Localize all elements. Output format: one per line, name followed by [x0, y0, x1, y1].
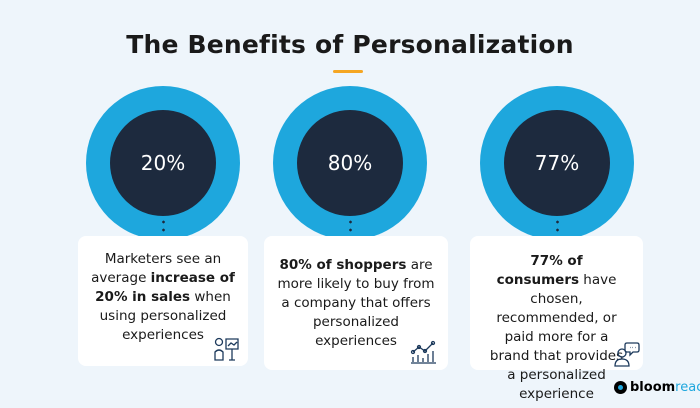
- card-text: have chosen, recommended, or paid more f…: [489, 272, 624, 402]
- title-underline: [333, 70, 363, 73]
- logo-text-accent: reach: [675, 380, 700, 395]
- card-text: are more likely to buy from a company th…: [277, 257, 435, 349]
- user-chat-icon: [614, 342, 640, 367]
- card-highlight: increase of 20% in sales: [95, 270, 235, 305]
- logo-mark: [614, 381, 627, 394]
- connector-dots: [556, 210, 559, 234]
- logo-text: bloom: [630, 380, 676, 395]
- stat-value: 77%: [504, 110, 610, 216]
- growth-chart-icon: [410, 340, 436, 364]
- stat-value: 80%: [297, 110, 403, 216]
- stat-card-1: Marketers see an average increase of 20%…: [78, 236, 248, 366]
- page-title: The Benefits of Personalization: [126, 30, 574, 59]
- bloomreach-logo: bloomreach: [614, 380, 700, 395]
- card-text: when using personalized experiences: [99, 289, 231, 343]
- stat-value: 20%: [110, 110, 216, 216]
- stat-card-3: 77% of consumers have chosen, recommende…: [470, 236, 643, 402]
- presenter-chart-icon: [214, 337, 239, 361]
- connector-dots: [162, 210, 165, 234]
- connector-dots: [349, 210, 352, 234]
- stat-circle-2: 80%: [273, 86, 427, 240]
- card-highlight: 80% of shoppers: [279, 257, 407, 273]
- card-text: Marketers see an average: [91, 251, 222, 286]
- stat-circle-3: 77%: [480, 86, 634, 240]
- card-highlight: 77% of consumers: [496, 253, 583, 288]
